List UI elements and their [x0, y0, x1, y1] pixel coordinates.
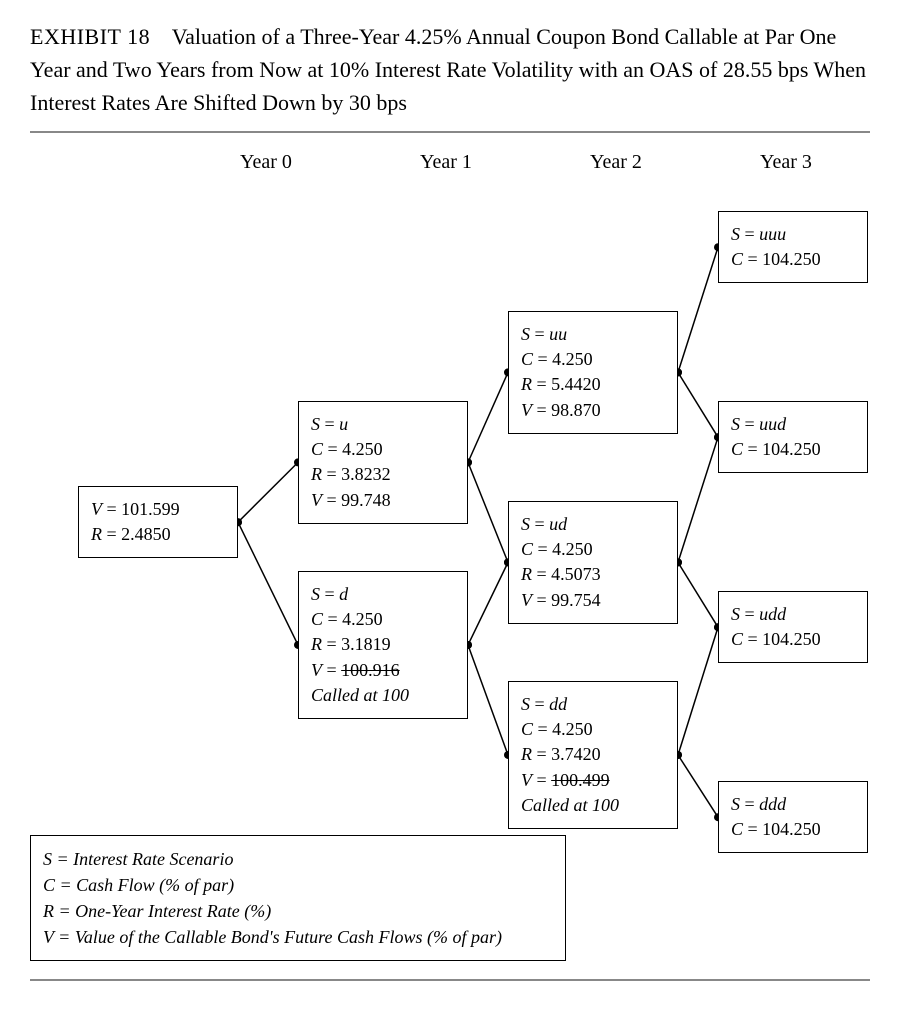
- exhibit-title: Valuation of a Three-Year 4.25% Annual C…: [30, 24, 866, 115]
- divider-bottom: [30, 979, 870, 981]
- divider-top: [30, 131, 870, 133]
- column-label-year2: Year 2: [590, 151, 642, 174]
- column-label-year0: Year 0: [240, 151, 292, 174]
- exhibit-header: EXHIBIT 18 Valuation of a Three-Year 4.2…: [30, 20, 870, 119]
- node-uud: S = uud C = 104.250: [718, 401, 868, 473]
- node-dd: S = dd C = 4.250 R = 3.7420 V = 100.499 …: [508, 681, 678, 829]
- node-uuu: S = uuu C = 104.250: [718, 211, 868, 283]
- node-ddd: S = ddd C = 104.250: [718, 781, 868, 853]
- column-label-year3: Year 3: [760, 151, 812, 174]
- exhibit-label: EXHIBIT 18: [30, 24, 150, 49]
- node-udd: S = udd C = 104.250: [718, 591, 868, 663]
- legend-box: S = Interest Rate Scenario C = Cash Flow…: [30, 835, 566, 961]
- node-uu: S = uu C = 4.250 R = 5.4420 V = 98.870: [508, 311, 678, 434]
- binomial-tree-diagram: Year 0 Year 1 Year 2 Year 3 V = 101.599 …: [30, 151, 870, 961]
- column-label-year1: Year 1: [420, 151, 472, 174]
- node-u: S = u C = 4.250 R = 3.8232 V = 99.748: [298, 401, 468, 524]
- node-d: S = d C = 4.250 R = 3.1819 V = 100.916 C…: [298, 571, 468, 719]
- node-ud: S = ud C = 4.250 R = 4.5073 V = 99.754: [508, 501, 678, 624]
- node-root: V = 101.599 R = 2.4850: [78, 486, 238, 558]
